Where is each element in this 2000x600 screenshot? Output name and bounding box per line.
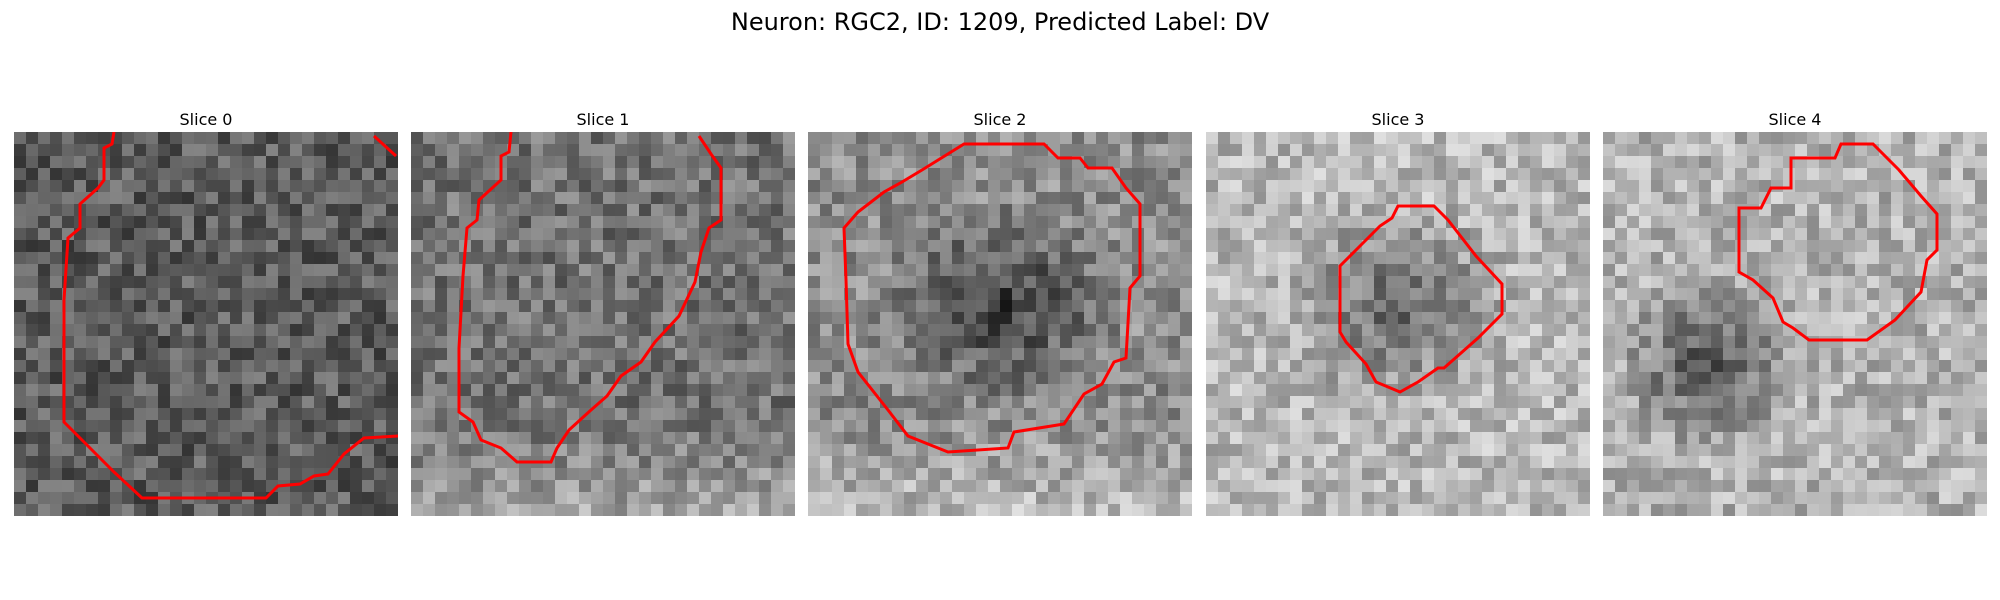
slice-title-2: Slice 2 (973, 110, 1027, 129)
slice-title-4: Slice 4 (1768, 110, 1822, 129)
slice-title-0: Slice 0 (179, 110, 233, 129)
slice-panel-1: Slice 1 (411, 108, 795, 516)
slice-image-2 (808, 132, 1192, 516)
slice-title-3: Slice 3 (1371, 110, 1425, 129)
slice-image-1 (411, 132, 795, 516)
slice-panel-0: Slice 0 (14, 108, 398, 516)
slice-panel-3: Slice 3 (1206, 108, 1590, 516)
slice-image-3 (1206, 132, 1590, 516)
slice-panel-2: Slice 2 (808, 108, 1192, 516)
slice-panel-4: Slice 4 (1603, 108, 1987, 516)
slice-image-0 (14, 132, 398, 516)
figure-title: Neuron: RGC2, ID: 1209, Predicted Label:… (730, 8, 1270, 36)
slice-image-4 (1603, 132, 1987, 516)
slice-title-1: Slice 1 (576, 110, 630, 129)
